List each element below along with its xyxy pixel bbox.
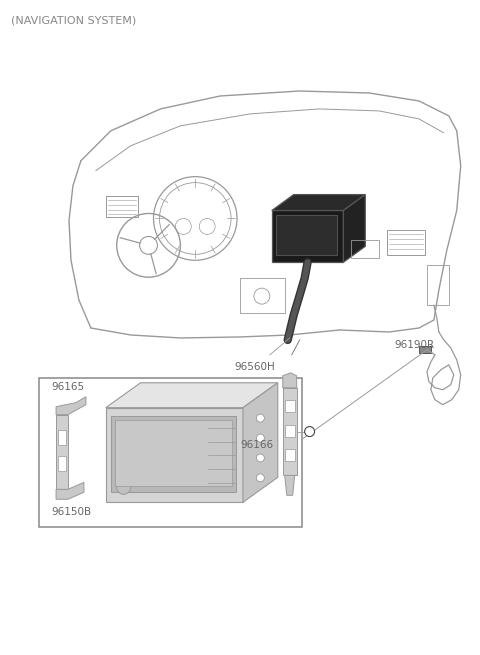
Polygon shape [283,373,297,388]
Bar [387,231,425,255]
Text: 96560H: 96560H [235,362,276,372]
Bar [58,457,66,472]
Polygon shape [285,476,295,495]
Bar [351,240,379,258]
Bar [285,400,295,411]
Text: (NAVIGATION SYSTEM): (NAVIGATION SYSTEM) [12,15,137,26]
Polygon shape [106,383,278,407]
Bar [419,346,431,353]
Bar [240,278,285,313]
Bar [39,378,301,527]
Bar [285,449,295,461]
Circle shape [256,474,264,482]
Circle shape [256,454,264,462]
Circle shape [256,434,264,442]
Polygon shape [272,195,365,210]
Bar [427,265,449,305]
Bar [115,420,232,486]
Circle shape [305,426,314,436]
Bar [111,416,236,493]
Polygon shape [56,415,68,489]
Circle shape [256,414,264,422]
Polygon shape [343,195,365,262]
Bar [285,424,295,436]
Text: 96165: 96165 [51,382,84,392]
Bar [58,430,66,445]
Polygon shape [56,482,84,499]
Bar [106,407,243,502]
Text: 96190R: 96190R [394,340,434,350]
Circle shape [117,480,131,495]
Text: 96166: 96166 [240,440,273,449]
Polygon shape [56,397,86,415]
Bar [272,210,343,262]
Polygon shape [243,383,278,502]
Text: 96150B: 96150B [51,507,91,517]
Bar [106,196,138,217]
Polygon shape [283,388,297,476]
Bar [276,215,337,255]
